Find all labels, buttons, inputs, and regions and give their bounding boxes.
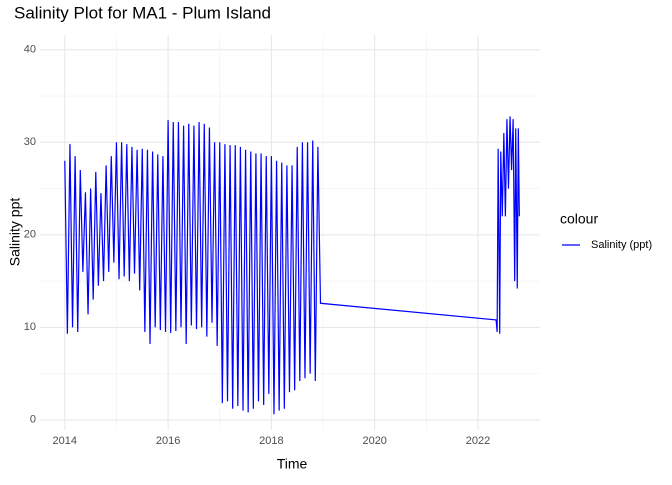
line-series bbox=[64, 116, 520, 415]
y-axis-label: Salinity ppt bbox=[7, 198, 23, 267]
x-tick-label: 2018 bbox=[259, 435, 283, 447]
y-tick-label: 20 bbox=[24, 229, 36, 241]
legend-title: colour bbox=[560, 211, 598, 227]
chart-title: Salinity Plot for MA1 - Plum Island bbox=[14, 3, 271, 22]
y-tick-label: 40 bbox=[24, 44, 36, 56]
x-tick-label: 2016 bbox=[156, 435, 180, 447]
y-tick-label: 0 bbox=[30, 414, 36, 426]
y-tick-label: 10 bbox=[24, 321, 36, 333]
y-tick-label: 30 bbox=[24, 136, 36, 148]
legend-label: Salinity (ppt) bbox=[591, 239, 652, 251]
x-tick-label: 2022 bbox=[466, 435, 490, 447]
x-tick-label: 2020 bbox=[362, 435, 386, 447]
x-tick-label: 2014 bbox=[53, 435, 77, 447]
x-axis-label: Time bbox=[277, 456, 308, 472]
